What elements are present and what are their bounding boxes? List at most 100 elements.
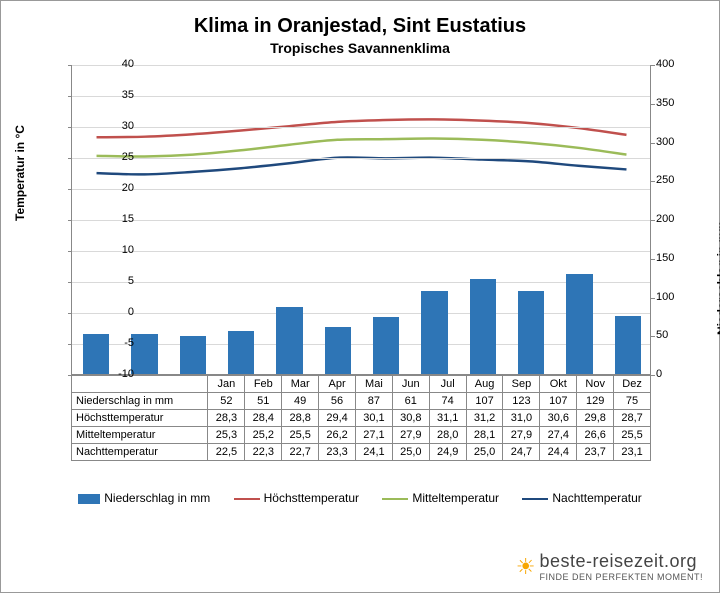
ytick-left: 40 bbox=[104, 58, 134, 70]
table-cell: 27,9 bbox=[503, 427, 540, 444]
ytick-right: 400 bbox=[656, 58, 696, 70]
month-header: Jul bbox=[429, 376, 466, 393]
table-cell: 61 bbox=[392, 393, 429, 410]
table-cell: 22,3 bbox=[245, 444, 282, 461]
ytick-left: -10 bbox=[104, 368, 134, 380]
y-axis-right-label: Niederschlag in mm bbox=[715, 221, 720, 335]
legend-label: Niederschlag in mm bbox=[104, 491, 210, 505]
row-label: Mitteltemperatur bbox=[72, 427, 208, 444]
legend-label: Mitteltemperatur bbox=[412, 491, 499, 505]
bar bbox=[373, 317, 400, 374]
bar bbox=[276, 307, 303, 374]
table-cell: 25,0 bbox=[466, 444, 503, 461]
table-cell: 28,1 bbox=[466, 427, 503, 444]
table-cell: 26,2 bbox=[319, 427, 356, 444]
ytick-left: 30 bbox=[104, 120, 134, 132]
legend-item-high: Höchsttemperatur bbox=[234, 491, 359, 505]
bar bbox=[566, 274, 593, 374]
ytick-right: 250 bbox=[656, 174, 696, 186]
table-cell: 30,6 bbox=[540, 410, 577, 427]
table-cell: 22,5 bbox=[208, 444, 245, 461]
table-cell: 56 bbox=[319, 393, 356, 410]
month-header: Nov bbox=[577, 376, 614, 393]
table-cell: 24,4 bbox=[540, 444, 577, 461]
ytick-right: 200 bbox=[656, 213, 696, 225]
bar bbox=[421, 291, 448, 374]
ytick-right: 350 bbox=[656, 97, 696, 109]
bar bbox=[131, 334, 158, 374]
footer-subtitle: FINDE DEN PERFEKTEN MOMENT! bbox=[539, 572, 703, 582]
table-cell: 107 bbox=[540, 393, 577, 410]
line-series bbox=[97, 119, 627, 137]
table-cell: 31,1 bbox=[429, 410, 466, 427]
table-cell: 75 bbox=[614, 393, 651, 410]
ytick-right: 50 bbox=[656, 329, 696, 341]
table-cell: 27,9 bbox=[392, 427, 429, 444]
bar bbox=[228, 331, 255, 374]
month-header: Mai bbox=[355, 376, 392, 393]
ytick-left: 35 bbox=[104, 89, 134, 101]
chart-title: Klima in Oranjestad, Sint Eustatius bbox=[13, 15, 707, 38]
month-header: Okt bbox=[540, 376, 577, 393]
ytick-right: 150 bbox=[656, 252, 696, 264]
bar bbox=[518, 291, 545, 374]
table-cell: 30,8 bbox=[392, 410, 429, 427]
month-header: Jan bbox=[208, 376, 245, 393]
legend-item-low: Nachttemperatur bbox=[522, 491, 641, 505]
table-cell: 28,7 bbox=[614, 410, 651, 427]
table-cell: 129 bbox=[577, 393, 614, 410]
line-series bbox=[97, 139, 627, 157]
table-cell: 74 bbox=[429, 393, 466, 410]
month-header: Apr bbox=[319, 376, 356, 393]
table-cell: 28,0 bbox=[429, 427, 466, 444]
table-cell: 29,4 bbox=[319, 410, 356, 427]
legend-label: Nachttemperatur bbox=[552, 491, 641, 505]
legend-item-mid: Mitteltemperatur bbox=[382, 491, 499, 505]
month-header: Sep bbox=[503, 376, 540, 393]
table-cell: 27,1 bbox=[355, 427, 392, 444]
legend-line-icon bbox=[382, 498, 408, 500]
table-cell: 24,1 bbox=[355, 444, 392, 461]
table-cell: 29,8 bbox=[577, 410, 614, 427]
ytick-left: -5 bbox=[104, 337, 134, 349]
ytick-left: 5 bbox=[104, 275, 134, 287]
table-cell: 27,4 bbox=[540, 427, 577, 444]
ytick-right: 300 bbox=[656, 136, 696, 148]
legend: Niederschlag in mm Höchsttemperatur Mitt… bbox=[1, 491, 719, 505]
table-cell: 28,8 bbox=[282, 410, 319, 427]
table-cell: 24,7 bbox=[503, 444, 540, 461]
table-cell: 25,2 bbox=[245, 427, 282, 444]
month-header: Aug bbox=[466, 376, 503, 393]
table-cell: 26,6 bbox=[577, 427, 614, 444]
line-series bbox=[97, 157, 627, 174]
ytick-right: 0 bbox=[656, 368, 696, 380]
table-cell: 22,7 bbox=[282, 444, 319, 461]
month-header: Jun bbox=[392, 376, 429, 393]
ytick-right: 100 bbox=[656, 291, 696, 303]
bar bbox=[180, 336, 207, 374]
table-cell: 23,1 bbox=[614, 444, 651, 461]
chart-container: Klima in Oranjestad, Sint Eustatius Trop… bbox=[1, 1, 719, 592]
table-cell: 28,3 bbox=[208, 410, 245, 427]
month-header: Feb bbox=[245, 376, 282, 393]
ytick-left: 15 bbox=[104, 213, 134, 225]
bar bbox=[325, 327, 352, 374]
row-label: Nachttemperatur bbox=[72, 444, 208, 461]
table-cell: 49 bbox=[282, 393, 319, 410]
ytick-left: 25 bbox=[104, 151, 134, 163]
legend-label: Höchsttemperatur bbox=[264, 491, 359, 505]
month-header: Dez bbox=[614, 376, 651, 393]
row-label: Niederschlag in mm bbox=[72, 393, 208, 410]
bar bbox=[615, 316, 642, 374]
bar bbox=[470, 279, 497, 374]
legend-line-icon bbox=[522, 498, 548, 500]
table-cell: 25,5 bbox=[282, 427, 319, 444]
y-axis-left-label: Temperatur in °C bbox=[13, 125, 27, 221]
table-cell: 25,5 bbox=[614, 427, 651, 444]
table-cell: 23,7 bbox=[577, 444, 614, 461]
plot-area bbox=[71, 65, 651, 375]
ytick-left: 10 bbox=[104, 244, 134, 256]
table-cell: 23,3 bbox=[319, 444, 356, 461]
table-cell: 123 bbox=[503, 393, 540, 410]
table-cell: 28,4 bbox=[245, 410, 282, 427]
